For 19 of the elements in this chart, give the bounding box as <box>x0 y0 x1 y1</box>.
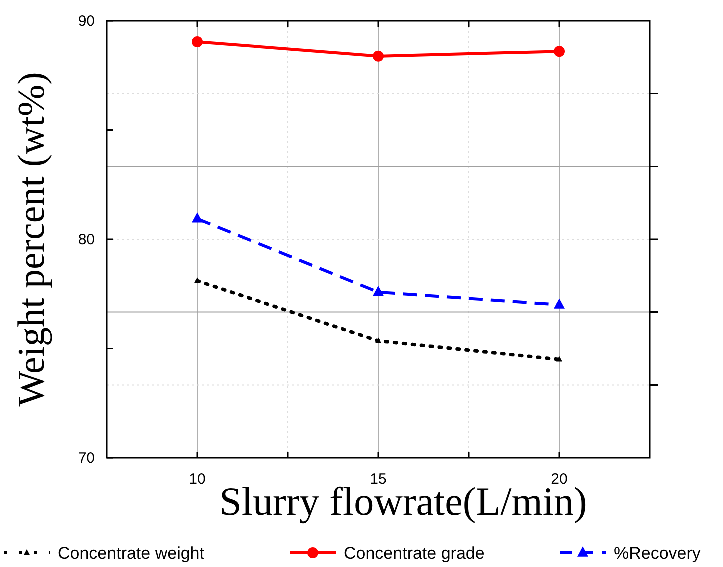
point <box>194 278 200 284</box>
x-tick-label: 15 <box>370 471 387 488</box>
point <box>554 46 565 58</box>
x-tick-label: 10 <box>189 471 206 488</box>
y-tick-label: 90 <box>78 13 95 30</box>
point <box>376 338 382 344</box>
legend-label: Concentrate grade <box>344 544 485 563</box>
legend-label: Concentrate weight <box>58 544 205 563</box>
point <box>192 212 203 223</box>
point <box>556 356 562 362</box>
y-axis-title: Weight percent (wt%) <box>11 72 53 407</box>
y-tick-label: 80 <box>78 232 95 248</box>
x-tick-label: 20 <box>551 471 568 488</box>
point <box>192 36 203 48</box>
point <box>373 50 384 62</box>
point <box>373 286 384 296</box>
point <box>554 298 565 309</box>
y-tick-label: 70 <box>78 450 95 467</box>
legend-label: %Recovery <box>614 544 702 563</box>
